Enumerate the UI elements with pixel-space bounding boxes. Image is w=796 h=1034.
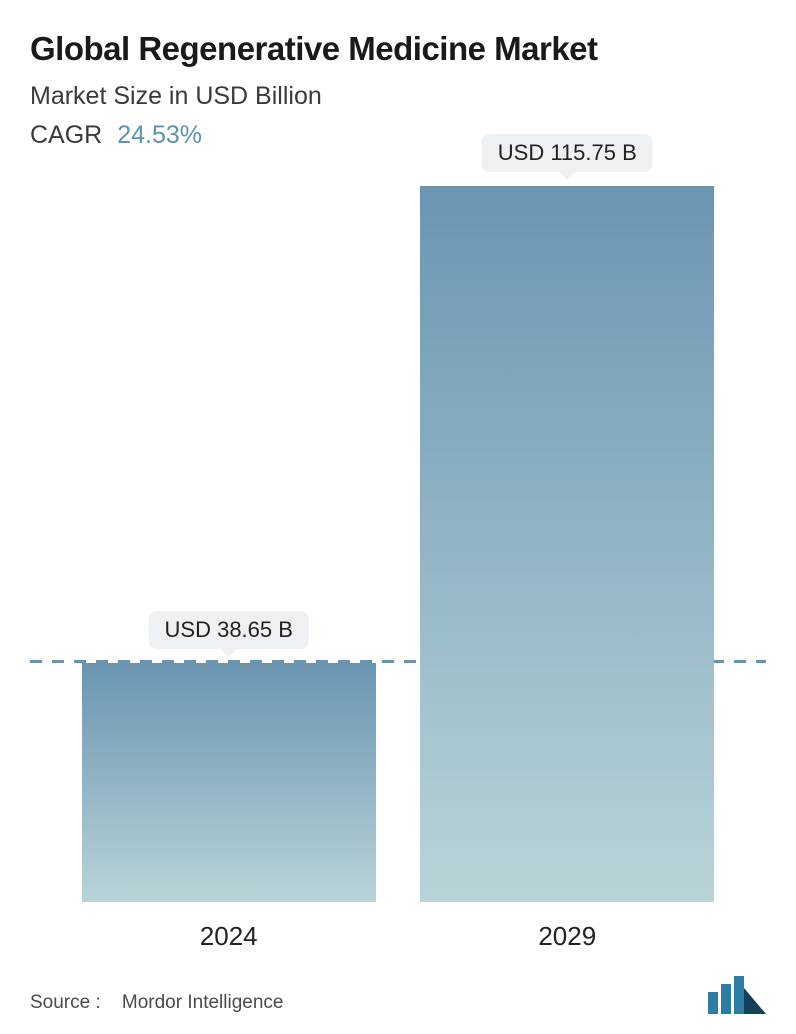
cagr-row: CAGR 24.53% (30, 121, 766, 150)
cagr-value: 24.53% (117, 121, 202, 149)
chart-title: Global Regenerative Medicine Market (30, 30, 766, 68)
source-label: Source : (30, 992, 101, 1013)
value-label-2029: USD 115.75 B (482, 134, 653, 172)
chart-area: USD 38.65 BUSD 115.75 B 2024 2029 (30, 160, 766, 972)
source-text: Source : Mordor Intelligence (30, 992, 283, 1014)
cagr-label: CAGR (30, 121, 102, 149)
x-label-2024: 2024 (200, 921, 258, 952)
bar-2029 (420, 186, 714, 902)
chart-footer: Source : Mordor Intelligence (30, 972, 766, 1014)
chart-subtitle: Market Size in USD Billion (30, 82, 766, 111)
x-label-2029: 2029 (538, 921, 596, 952)
chart-plot: USD 38.65 BUSD 115.75 B (30, 160, 766, 902)
chart-card: Global Regenerative Medicine Market Mark… (0, 0, 796, 1034)
source-name: Mordor Intelligence (122, 992, 284, 1013)
bar-2024 (82, 663, 376, 902)
mordor-logo-icon (708, 976, 766, 1014)
value-label-2024: USD 38.65 B (149, 611, 309, 649)
